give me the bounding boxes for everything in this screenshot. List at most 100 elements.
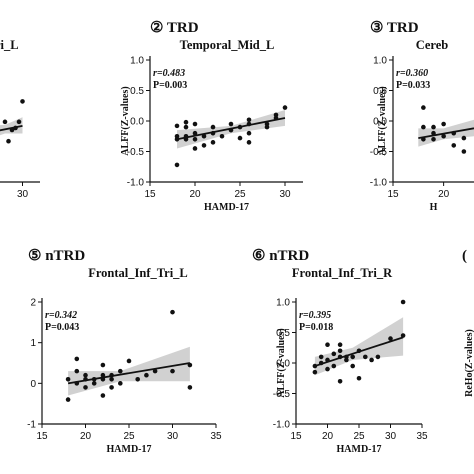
data-point: [174, 123, 180, 129]
data-point: [337, 379, 343, 384]
data-point: [431, 124, 436, 130]
data-point: [337, 354, 343, 360]
data-point: [264, 124, 270, 130]
data-point: [451, 130, 457, 136]
data-point: [74, 356, 80, 362]
data-point: [109, 385, 114, 390]
data-point: [20, 99, 25, 104]
y-tick-label: 0.0: [276, 359, 290, 370]
panel-title: Frontal_Inf_Tri_R: [292, 266, 393, 280]
data-point: [109, 372, 114, 378]
data-point: [210, 130, 216, 136]
regression-line: [418, 127, 474, 139]
y-tick-label: 1.0: [373, 56, 387, 67]
data-point: [369, 357, 374, 363]
data-point: [246, 140, 252, 145]
y-tick-label: 1.0: [276, 298, 290, 309]
y-tick-label: 2: [30, 298, 36, 309]
x-tick-label: 25: [353, 431, 365, 442]
data-point: [400, 333, 406, 338]
data-point: [331, 351, 337, 357]
data-point: [16, 119, 22, 125]
data-point: [13, 125, 18, 131]
data-point: [192, 137, 198, 142]
x-axis-label: HAMD-17: [204, 202, 249, 213]
data-point: [210, 140, 216, 145]
data-point: [282, 105, 288, 110]
data-point: [388, 336, 393, 341]
panel-label: (: [462, 248, 467, 264]
x-tick-label: 30: [17, 189, 29, 200]
data-point: [83, 372, 88, 378]
r-value: r=0.360: [396, 68, 428, 79]
data-point: [246, 130, 252, 136]
data-point: [170, 309, 175, 315]
y-tick-label: 1.0: [130, 56, 144, 67]
data-point: [135, 376, 140, 382]
y-tick-label: 1: [30, 338, 36, 349]
data-point: [337, 348, 343, 354]
data-point: [91, 376, 97, 382]
x-tick-label: 25: [234, 189, 246, 200]
data-point: [144, 372, 149, 378]
data-point: [174, 162, 180, 168]
x-tick-label: 15: [144, 189, 156, 200]
data-point: [210, 124, 216, 130]
x-axis-label: HAMD-17: [107, 444, 152, 455]
data-point: [375, 354, 381, 360]
x-tick-label: 15: [387, 189, 399, 200]
data-point: [431, 137, 436, 142]
y-axis-label: ReHo(Z-values): [464, 329, 474, 397]
data-point: [192, 146, 198, 151]
confidence-band: [314, 317, 404, 376]
data-point: [356, 348, 362, 354]
x-tick-label: 20: [438, 189, 450, 200]
data-point: [331, 363, 337, 369]
regression-line: [67, 362, 191, 385]
data-point: [344, 354, 349, 360]
confidence-band: [68, 346, 190, 396]
x-tick-label: 15: [290, 431, 302, 442]
chart-panel-1: ri_L 30: [0, 38, 40, 200]
x-tick-label: 30: [279, 189, 291, 200]
data-point: [421, 124, 426, 130]
data-point: [183, 124, 189, 130]
panel-title: ri_L: [0, 38, 19, 52]
data-point: [421, 105, 426, 110]
x-axis-label: HAMD-17: [337, 444, 382, 455]
p-value: P=0.003: [153, 80, 187, 91]
x-tick-label: 25: [123, 431, 135, 442]
data-point: [451, 143, 457, 148]
data-point: [192, 121, 198, 127]
r-value: r=0.395: [299, 310, 331, 321]
data-point: [228, 127, 234, 133]
r-value: r=0.483: [153, 68, 185, 79]
data-point: [2, 119, 8, 125]
data-point: [100, 362, 106, 368]
data-point: [126, 358, 132, 364]
data-point: [201, 133, 207, 139]
data-point: [421, 137, 426, 142]
data-point: [183, 133, 189, 139]
x-tick-label: 20: [189, 189, 201, 200]
data-point: [100, 376, 106, 382]
data-point: [170, 368, 175, 374]
y-tick-label: 0.5: [373, 86, 387, 97]
data-point: [246, 121, 252, 127]
data-point: [246, 117, 252, 123]
data-point: [201, 143, 207, 148]
data-point: [192, 130, 198, 136]
data-point: [461, 135, 467, 141]
y-tick-label: -1.0: [273, 420, 291, 431]
data-point: [312, 369, 318, 375]
data-point: [109, 376, 114, 382]
panel-label: ⑤ nTRD: [28, 248, 85, 264]
y-tick-label: 0: [30, 379, 36, 390]
panel-label: ⑥ nTRD: [252, 248, 309, 264]
chart-panel-6: ( ReHo(Z-values): [462, 248, 474, 397]
data-point: [431, 130, 436, 136]
data-point: [441, 133, 446, 139]
data-point: [6, 138, 11, 144]
